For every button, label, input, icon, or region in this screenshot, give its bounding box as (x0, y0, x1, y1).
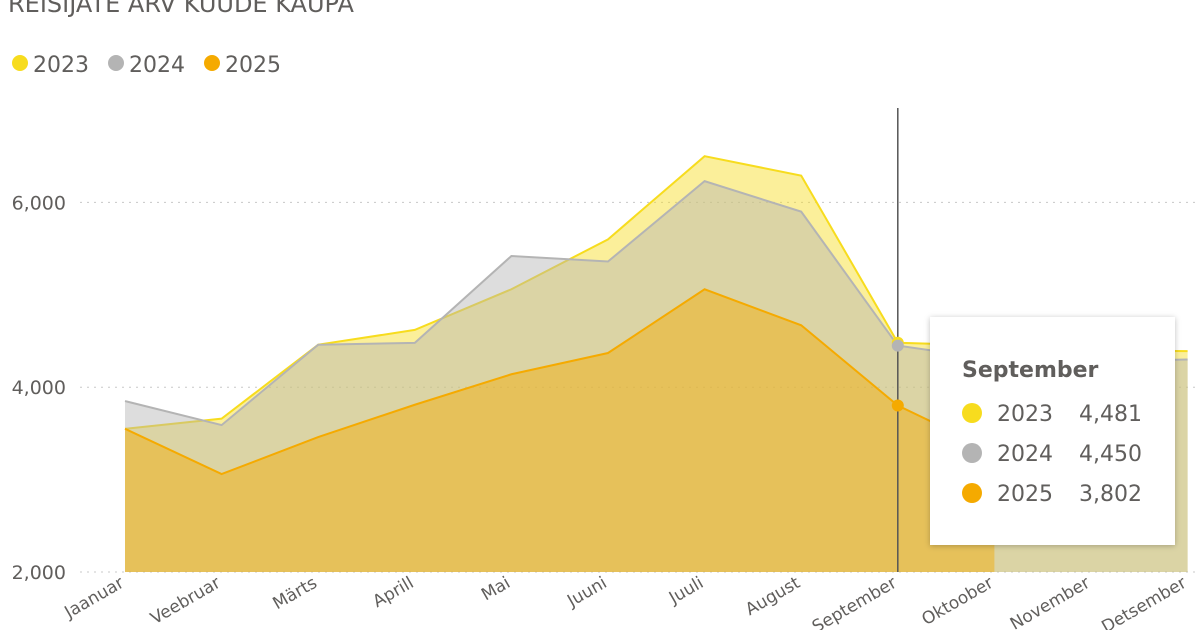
tooltip-marker (962, 403, 982, 423)
x-tick-label: Märts (269, 573, 320, 614)
series-area (125, 156, 1188, 572)
tooltip-series: 2023 (997, 402, 1053, 427)
x-tick-label: Veebruar (147, 573, 224, 629)
tooltip-value: 3,802 (1079, 482, 1142, 507)
series-area (125, 289, 995, 572)
x-tick-label: Mai (478, 573, 514, 605)
tooltip-series: 2025 (997, 482, 1053, 507)
series-line (124, 288, 995, 476)
hover-point (891, 399, 904, 412)
legend-label: 2025 (225, 53, 281, 78)
y-tick-label: 2,000 (12, 562, 66, 584)
legend-marker (204, 55, 220, 71)
chart-title: REISIJATE ARV KUUDE KAUPA (8, 0, 354, 18)
x-tick-label: Juuni (563, 573, 610, 612)
tooltip-series: 2024 (997, 442, 1053, 467)
series-area (125, 181, 1188, 572)
x-tick-label: Detsember (1098, 573, 1190, 630)
x-tick-label: August (742, 573, 804, 620)
legend-label: 2024 (129, 53, 185, 78)
x-tick-label: Juuli (665, 573, 707, 609)
tooltip-marker (962, 483, 982, 503)
y-tick-label: 4,000 (12, 377, 66, 399)
legend-marker (12, 55, 28, 71)
legend-label: 2023 (33, 53, 89, 78)
tooltip-value: 4,450 (1079, 442, 1142, 467)
tooltip-box (930, 317, 1175, 545)
x-tick-label: Oktoober (919, 573, 997, 630)
tooltip: September 2023 4,481 2024 4,450 2025 3,802 (930, 317, 1175, 545)
tooltip-title: September (962, 358, 1099, 383)
y-tick-label: 6,000 (12, 192, 66, 214)
legend-marker (108, 55, 124, 71)
tooltip-value: 4,481 (1079, 402, 1142, 427)
hover-point (891, 339, 904, 352)
x-tick-label: September (809, 573, 900, 630)
tooltip-marker (962, 443, 982, 463)
x-tick-label: Aprill (370, 573, 418, 612)
x-tick-label: Jaanuar (61, 573, 128, 623)
x-tick-label: November (1007, 573, 1094, 630)
